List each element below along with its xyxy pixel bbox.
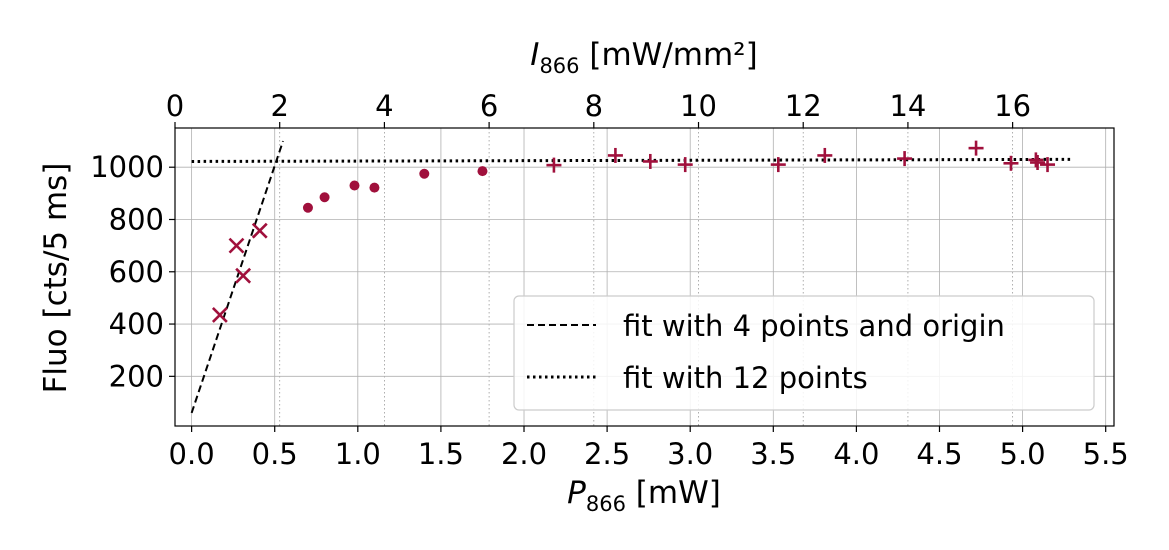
x-tick-label: 0.0: [169, 437, 215, 471]
x-tick-label: 4.5: [916, 437, 962, 471]
x-marker-point: [251, 222, 268, 239]
top-tick-label: 6: [480, 89, 498, 123]
x-tick-label: 2.0: [501, 437, 547, 471]
x-tick-label: 0.5: [252, 437, 298, 471]
dot-marker-point: [349, 180, 360, 191]
top-tick-label: 10: [680, 89, 717, 123]
x-tick-label: 3.5: [750, 437, 796, 471]
dot-marker-point: [477, 166, 488, 177]
plus-marker-point: [1040, 157, 1056, 173]
legend-label-12-points: fit with 12 points: [623, 361, 868, 395]
y-tick-label: 400: [109, 307, 164, 341]
plus-marker-point: [817, 147, 833, 163]
y-tick-label: 1000: [90, 150, 164, 184]
x-tick-label: 2.5: [584, 437, 630, 471]
dot-marker-point: [419, 168, 430, 179]
top-axis-title: I866 [mW/mm²]: [530, 37, 757, 78]
plus-marker-point: [1028, 152, 1044, 168]
plus-marker-point: [770, 157, 786, 173]
dot-marker-point: [319, 192, 330, 203]
x-tick-label: 1.5: [418, 437, 464, 471]
fit-line-dotted: [191, 157, 1073, 163]
x-tick-label: 1.0: [335, 437, 381, 471]
y-tick-label: 800: [109, 202, 164, 236]
legend: fit with 4 points and origin fit with 12…: [513, 295, 1095, 411]
x-axis-title: P866 [mW]: [567, 475, 721, 516]
x-tick-label: 5.0: [1000, 437, 1046, 471]
plus-marker-point: [1003, 155, 1019, 171]
fit-line-dashed: [190, 140, 284, 414]
top-tick-label: 2: [270, 89, 288, 123]
ticks: 0.0 0.5 1.0 1.5 2.0 2.5 3.0 3.5 4.0 4.5 5.0 5.5 0 2 4 6…: [90, 89, 1129, 471]
dot-marker-point: [369, 182, 380, 193]
x-marker-point: [228, 237, 245, 254]
plus-marker-point: [607, 147, 623, 163]
top-tick-label: 14: [889, 89, 926, 123]
top-tick-label: 4: [375, 89, 393, 123]
y-tick-label: 600: [109, 255, 164, 289]
plus-marker-point: [677, 157, 693, 173]
plus-marker-point: [546, 157, 562, 173]
fit-lines: [190, 140, 1073, 414]
legend-box: [513, 295, 1095, 411]
plus-marker-point: [897, 151, 913, 167]
x-tick-label: 4.0: [833, 437, 879, 471]
dot-marker-point: [302, 202, 313, 213]
top-tick-label: 16: [994, 89, 1031, 123]
plus-marker-point: [642, 153, 658, 169]
y-axis-title: Fluo [cts/5 ms]: [38, 163, 74, 394]
legend-label-4-points: fit with 4 points and origin: [623, 309, 1005, 343]
top-tick-label: 0: [166, 89, 184, 123]
plus-marker-point: [968, 140, 984, 156]
x-marker-point: [211, 306, 228, 323]
plot-frame: [174, 127, 1115, 427]
x-marker-point: [235, 267, 252, 284]
x-tick-label: 5.5: [1083, 437, 1129, 471]
plus-marker-point: [1030, 155, 1046, 171]
y-tick-label: 200: [109, 359, 164, 393]
x-tick-label: 3.0: [667, 437, 713, 471]
top-tick-label: 8: [585, 89, 603, 123]
data-points: [211, 140, 1056, 323]
top-tick-label: 12: [785, 89, 822, 123]
